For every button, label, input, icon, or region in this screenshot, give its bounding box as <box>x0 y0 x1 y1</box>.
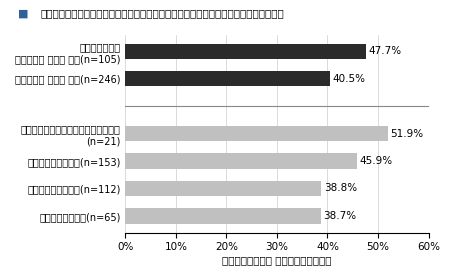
Bar <box>126 44 366 59</box>
Text: 47.7%: 47.7% <box>369 46 402 56</box>
X-axis label: 省エネルギー行動 環境行動の実行割合: 省エネルギー行動 環境行動の実行割合 <box>222 255 332 265</box>
Bar <box>126 181 321 196</box>
Text: 家族の緑や環境問題に関するかかわりと省エネルギー行動・環境行動実行割合（平均）: 家族の緑や環境問題に関するかかわりと省エネルギー行動・環境行動実行割合（平均） <box>41 8 285 18</box>
Bar <box>126 153 357 169</box>
Text: 40.5%: 40.5% <box>333 74 365 84</box>
Text: 38.7%: 38.7% <box>324 211 357 221</box>
Bar <box>126 71 330 86</box>
Text: 38.8%: 38.8% <box>324 183 357 193</box>
Bar <box>126 208 321 223</box>
Text: ■: ■ <box>18 8 32 18</box>
Text: 51.9%: 51.9% <box>390 129 423 139</box>
Text: 45.9%: 45.9% <box>360 156 393 166</box>
Bar <box>126 126 388 141</box>
